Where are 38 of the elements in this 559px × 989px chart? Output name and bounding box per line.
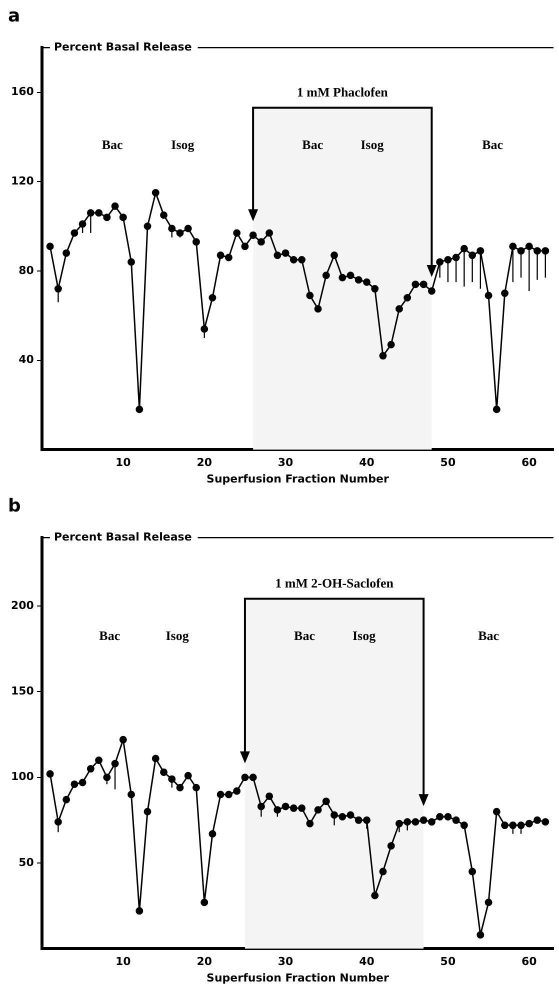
x-axis-title: Superfusion Fraction Number	[206, 971, 390, 984]
chart-title: b	[8, 495, 21, 516]
y-tick-label: 50	[18, 856, 34, 869]
y-axis-title: Percent Basal Release	[54, 530, 192, 544]
x-tick-label: 50	[440, 456, 456, 470]
y-tick-label: 150	[10, 684, 34, 698]
annotation: Bac	[482, 137, 504, 152]
y-tick-label: 120	[10, 174, 34, 188]
annotation: Isog	[166, 628, 190, 644]
y-tick-label: 100	[10, 770, 34, 784]
x-tick-label: 60	[521, 955, 538, 968]
x-tick-label: 10	[116, 955, 132, 968]
annotation: Bac	[302, 137, 324, 152]
y-axis-title: Percent Basal Release	[54, 40, 192, 54]
x-tick-label: 20	[196, 456, 212, 470]
x-tick-label: 30	[278, 955, 294, 968]
y-tick-label: 40	[18, 353, 34, 366]
band-label: 1 mM Phaclofen	[296, 84, 389, 100]
x-tick-label: 40	[359, 955, 375, 968]
band-label: 1 mM 2-OH-Saclofen	[275, 576, 394, 591]
annotation: Bac	[99, 628, 120, 644]
annotation: Isog	[360, 137, 384, 152]
annotation: Bac	[294, 628, 316, 644]
x-tick-label: 60	[521, 456, 538, 470]
y-tick-label: 160	[10, 85, 34, 98]
x-tick-label: 40	[359, 456, 375, 470]
annotation: Bac	[102, 137, 124, 152]
y-tick-label: 80	[18, 264, 34, 277]
annotation: Isog	[171, 137, 195, 152]
x-tick-label: 30	[278, 456, 294, 470]
x-tick-label: 10	[116, 456, 132, 470]
annotation: Bac	[478, 628, 500, 644]
x-tick-label: 20	[196, 955, 212, 968]
y-tick-label: 200	[10, 598, 34, 612]
x-axis-title: Superfusion Fraction Number	[206, 472, 390, 486]
chart-title: a	[8, 5, 20, 26]
annotation: Isog	[352, 628, 376, 644]
x-tick-label: 50	[440, 955, 456, 968]
